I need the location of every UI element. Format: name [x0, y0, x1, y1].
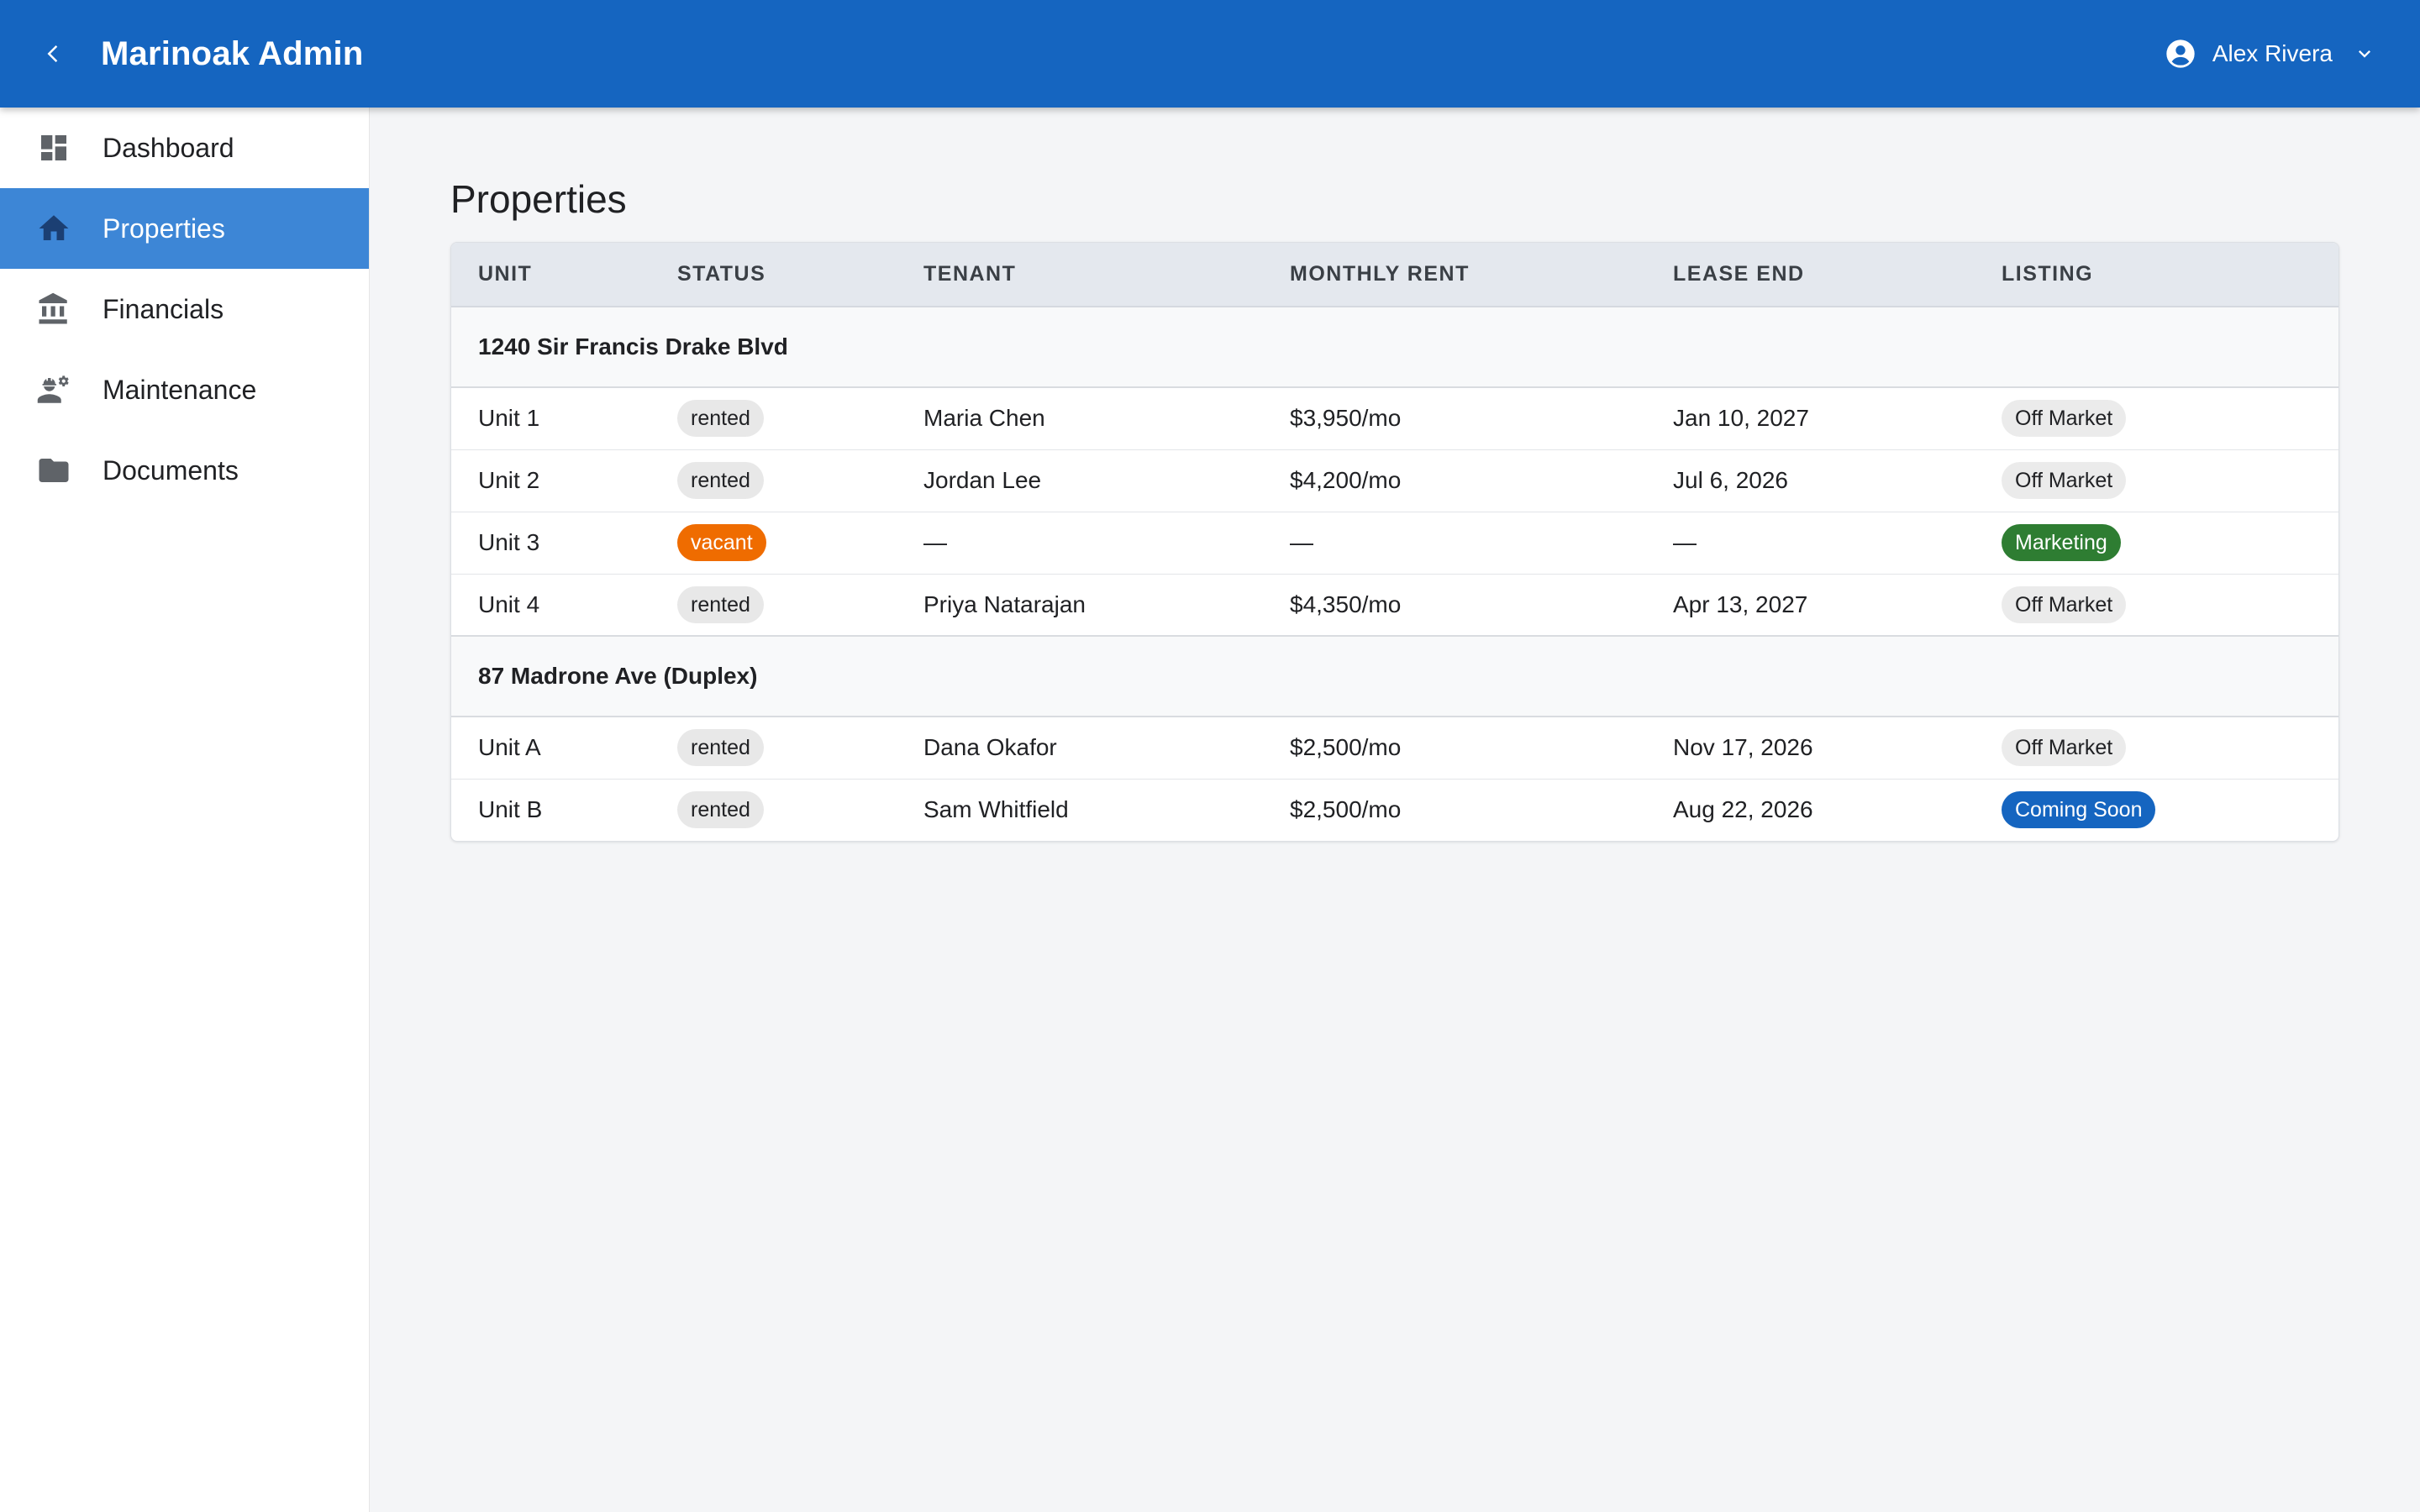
tenant-cell: Jordan Lee — [897, 449, 1263, 512]
home-icon — [35, 210, 72, 247]
property-group-row[interactable]: 87 Madrone Ave (Duplex) — [451, 635, 2338, 717]
sidebar-item-label: Properties — [103, 213, 225, 244]
unit-cell: Unit 2 — [451, 449, 650, 512]
sidebar-item-label: Dashboard — [103, 132, 234, 163]
listing-badge: Coming Soon — [2002, 791, 2156, 829]
bank-icon — [35, 291, 72, 328]
sidebar-item-dashboard[interactable]: Dashboard — [0, 108, 369, 188]
sidebar-item-documents[interactable]: Documents — [0, 430, 369, 511]
property-name: 1240 Sir Francis Drake Blvd — [451, 307, 2338, 388]
folder-icon — [35, 452, 72, 489]
status-cell: rented — [650, 449, 897, 512]
main-content: Properties UNIT STATUS TENANT MONTHLY RE… — [370, 108, 2420, 1512]
table-row[interactable]: Unit 1 rented Maria Chen $3,950/mo Jan 1… — [451, 387, 2338, 450]
tenant-cell: Priya Natarajan — [897, 574, 1263, 637]
unit-cell: Unit 3 — [451, 512, 650, 575]
property-group-row[interactable]: 1240 Sir Francis Drake Blvd — [451, 307, 2338, 388]
unit-cell: Unit B — [478, 796, 543, 823]
column-header-listing[interactable]: LISTING — [1975, 243, 2338, 307]
tenant-cell: Sam Whitfield — [923, 796, 1069, 823]
rent-cell: $2,500/mo — [1290, 796, 1402, 823]
listing-badge: Off Market — [2002, 462, 2127, 499]
status-badge: rented — [677, 791, 764, 829]
chevron-down-icon — [2359, 50, 2370, 58]
lease-end-cell: — — [1646, 512, 1975, 575]
status-badge: vacant — [677, 524, 766, 561]
lease-end-cell: Apr 13, 2027 — [1646, 574, 1975, 637]
app-title: Marinoak Admin — [101, 34, 364, 72]
tenant-cell: — — [897, 512, 1263, 575]
engineer-icon — [35, 371, 72, 408]
unit-cell: Unit 1 — [451, 387, 650, 450]
listing-cell: Coming Soon — [1975, 779, 2338, 841]
status-cell: vacant — [650, 512, 897, 575]
rent-cell: $4,200/mo — [1263, 449, 1646, 512]
listing-badge: Off Market — [2002, 400, 2127, 438]
rent-cell: $2,500/mo — [1263, 717, 1646, 780]
sidebar-item-label: Maintenance — [103, 374, 257, 405]
column-header-lease-end[interactable]: LEASE END — [1646, 243, 1975, 307]
status-badge: rented — [677, 400, 764, 438]
status-badge: rented — [677, 729, 764, 767]
status-cell: rented — [650, 717, 897, 780]
column-header-tenant[interactable]: TENANT — [897, 243, 1263, 307]
sidebar-item-financials[interactable]: Financials — [0, 269, 369, 349]
listing-cell: Off Market — [1975, 387, 2338, 450]
tenant-cell: Maria Chen — [897, 387, 1263, 450]
table-row[interactable]: Unit 4 rented Priya Natarajan $4,350/mo … — [451, 574, 2338, 637]
unit-cell: Unit A — [451, 717, 650, 780]
lease-end-cell: Jan 10, 2027 — [1646, 387, 1975, 450]
rent-cell: $3,950/mo — [1263, 387, 1646, 450]
lease-end-cell: Nov 17, 2026 — [1646, 717, 1975, 780]
table-row[interactable]: Unit 3 vacant — — — Marketing — [451, 512, 2338, 575]
app-header: Marinoak Admin Alex Rivera — [0, 0, 2420, 108]
table-row[interactable]: Unit B rented Sam Whitfield $2,500/mo Au… — [451, 779, 2338, 841]
sidebar-item-label: Documents — [103, 454, 239, 486]
table-row[interactable]: Unit A rented Dana Okafor $2,500/mo Nov … — [451, 717, 2338, 780]
status-badge: rented — [677, 585, 764, 623]
lease-end-cell: Jul 6, 2026 — [1646, 449, 1975, 512]
status-badge: rented — [677, 462, 764, 499]
status-cell: rented — [650, 574, 897, 637]
listing-badge: Marketing — [2002, 524, 2121, 561]
page-title: Properties — [450, 177, 627, 221]
unit-cell: Unit 4 — [451, 574, 650, 637]
dashboard-icon — [35, 129, 72, 166]
tenant-cell: Dana Okafor — [897, 717, 1263, 780]
listing-cell: Off Market — [1975, 574, 2338, 637]
listing-cell: Off Market — [1975, 717, 2338, 780]
sidebar-item-label: Financials — [103, 293, 224, 324]
column-header-status[interactable]: STATUS — [650, 243, 897, 307]
lease-end-cell: Aug 22, 2026 — [1673, 796, 1813, 823]
account-circle-icon — [2166, 39, 2195, 68]
listing-cell: Marketing — [1975, 512, 2338, 575]
user-name: Alex Rivera — [2212, 40, 2333, 66]
table-header-row: UNIT STATUS TENANT MONTHLY RENT LEASE EN… — [451, 243, 2338, 307]
sidebar-item-properties[interactable]: Properties — [0, 188, 369, 269]
back-button[interactable] — [27, 27, 81, 81]
column-header-unit[interactable]: UNIT — [451, 243, 650, 307]
status-cell: rented — [650, 779, 897, 841]
column-header-monthly-rent[interactable]: MONTHLY RENT — [1263, 243, 1646, 307]
listing-cell: Off Market — [1975, 449, 2338, 512]
sidebar-item-maintenance[interactable]: Maintenance — [0, 349, 369, 430]
rent-cell: — — [1263, 512, 1646, 575]
chevron-left-icon — [47, 45, 58, 62]
sidebar: Dashboard Properties Financials Maintena… — [0, 108, 370, 1512]
listing-badge: Off Market — [2002, 585, 2127, 623]
property-name: 87 Madrone Ave (Duplex) — [451, 635, 2338, 717]
properties-table: UNIT STATUS TENANT MONTHLY RENT LEASE EN… — [450, 242, 2339, 842]
user-menu[interactable]: Alex Rivera — [2164, 27, 2376, 81]
rent-cell: $4,350/mo — [1263, 574, 1646, 637]
table-row[interactable]: Unit 2 rented Jordan Lee $4,200/mo Jul 6… — [451, 449, 2338, 512]
listing-badge: Off Market — [2002, 729, 2127, 767]
status-cell: rented — [650, 387, 897, 450]
